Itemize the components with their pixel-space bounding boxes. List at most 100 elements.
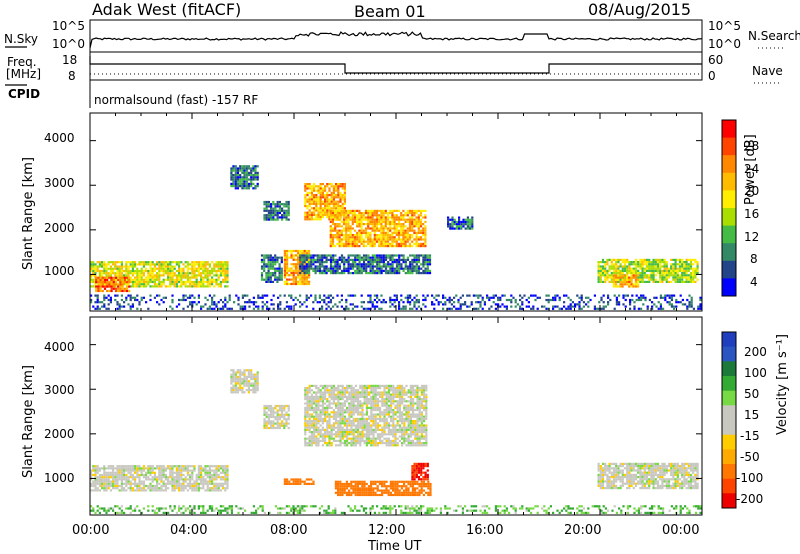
heatmap-cell [404, 296, 407, 299]
heatmap-cell [353, 242, 357, 245]
heatmap-cell [109, 480, 112, 483]
heatmap-cell [191, 471, 194, 474]
heatmap-cell [632, 274, 635, 277]
heatmap-cell [347, 220, 350, 223]
heatmap-cell [324, 431, 327, 434]
heatmap-cell [153, 476, 156, 479]
heatmap-cell [327, 258, 330, 261]
heatmap-cell [676, 267, 679, 270]
heatmap-cell [334, 212, 337, 215]
heatmap-cell [299, 305, 302, 308]
heatmap-cell [310, 198, 313, 201]
heatmap-cell [271, 256, 275, 259]
heatmap-cell [305, 274, 308, 277]
heatmap-cell [389, 234, 392, 237]
heatmap-cell [367, 223, 370, 226]
heatmap-cell [457, 298, 460, 302]
heatmap-cell [283, 249, 286, 253]
heatmap-cell [382, 298, 385, 302]
heatmap-cell [193, 269, 196, 273]
heatmap-cell [151, 263, 154, 266]
heatmap-region [329, 209, 427, 248]
heatmap-cell [186, 278, 189, 281]
heatmap-cell [313, 424, 316, 427]
heatmap-cell [272, 216, 275, 219]
heatmap-cell [585, 296, 588, 299]
heatmap-cell [610, 267, 613, 270]
heatmap-cell [276, 218, 279, 221]
heatmap-cell [189, 294, 192, 297]
heatmap-cell [395, 254, 399, 257]
heatmap-cell [389, 272, 392, 275]
heatmap-cell [281, 411, 284, 414]
heatmap-cell [597, 278, 600, 281]
heatmap-cell [637, 274, 640, 277]
heatmap-cell [471, 218, 474, 221]
heatmap-cell [171, 265, 174, 268]
heatmap-cell [345, 236, 348, 239]
heatmap-cell [362, 258, 366, 261]
heatmap-cell [272, 420, 275, 423]
heatmap-cell [105, 482, 108, 485]
heatmap-cell [327, 254, 330, 257]
heatmap-cell [323, 301, 326, 304]
heatmap-cell [101, 269, 104, 273]
heatmap-cell [371, 218, 374, 221]
heatmap-cell [195, 278, 198, 281]
heatmap-cell [641, 272, 644, 275]
heatmap-cell [545, 294, 548, 297]
heatmap-cell [116, 261, 119, 264]
heatmap-cell [615, 283, 618, 286]
heatmap-cell [304, 395, 307, 398]
heatmap-cell [462, 218, 465, 221]
heatmap-cell [384, 227, 387, 230]
heatmap-cell [219, 280, 222, 284]
heatmap-cell [549, 298, 552, 302]
heatmap-cell [149, 276, 152, 279]
heatmap-cell [184, 467, 187, 470]
heatmap-cell [386, 245, 390, 248]
heatmap-cell [114, 283, 118, 286]
heatmap-cell [615, 298, 618, 302]
heatmap-cell [101, 278, 104, 282]
heatmap-cell [332, 296, 335, 299]
heatmap-cell [134, 265, 137, 268]
heatmap-cell [395, 267, 399, 270]
heatmap-cell [171, 276, 174, 279]
heatmap-cell [274, 211, 277, 215]
heatmap-cell [411, 223, 414, 226]
heatmap-cell [315, 198, 318, 201]
heatmap-cell [659, 258, 662, 261]
heatmap-cell [645, 276, 649, 279]
heatmap-cell [226, 265, 229, 268]
heatmap-cell [112, 469, 115, 472]
heatmap-cell [280, 278, 283, 281]
heatmap-cell [406, 301, 409, 304]
heatmap-cell [313, 437, 316, 440]
heatmap-cell [95, 278, 98, 282]
heatmap-cell [580, 294, 583, 297]
heatmap-cell [271, 267, 275, 270]
heatmap-cell [687, 265, 690, 268]
heatmap-cell [373, 209, 376, 212]
heatmap-cell [369, 256, 372, 259]
heatmap-cell [182, 473, 185, 477]
heatmap-cell [180, 487, 183, 490]
heatmap-cell [689, 280, 693, 283]
heatmap-cell [578, 301, 581, 304]
heatmap-cell [237, 296, 240, 299]
heatmap-cell [138, 478, 141, 481]
heatmap-cell [310, 384, 313, 387]
heatmap-cell [178, 489, 181, 492]
heatmap-cell [336, 229, 339, 232]
heatmap-cell [250, 378, 253, 381]
heatmap-cell [391, 216, 394, 219]
heatmap-cell [637, 278, 640, 281]
heatmap-cell [191, 261, 194, 264]
heatmap-cell [119, 287, 122, 290]
heatmap-cell [335, 205, 338, 208]
heatmap-cell [202, 269, 205, 273]
heatmap-cell [312, 307, 315, 310]
heatmap-cell [316, 256, 319, 259]
heatmap-cell [114, 478, 117, 481]
